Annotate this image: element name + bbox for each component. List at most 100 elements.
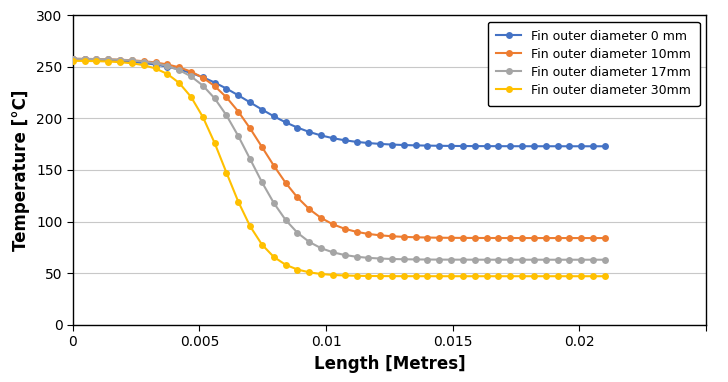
Fin outer diameter 30mm	[293, 267, 302, 272]
Fin outer diameter 17mm	[577, 257, 585, 262]
Fin outer diameter 10mm	[364, 231, 373, 236]
Fin outer diameter 10mm	[222, 95, 231, 100]
Fin outer diameter 10mm	[163, 62, 172, 67]
Fin outer diameter 17mm	[518, 257, 526, 262]
Fin outer diameter 17mm	[364, 256, 373, 260]
Fin outer diameter 10mm	[589, 236, 598, 240]
Fin outer diameter 0 mm	[459, 144, 467, 148]
Fin outer diameter 0 mm	[269, 114, 278, 118]
Fin outer diameter 0 mm	[553, 144, 562, 149]
Fin outer diameter 0 mm	[506, 144, 515, 149]
Fin outer diameter 17mm	[423, 257, 432, 262]
Fin outer diameter 10mm	[542, 236, 550, 240]
Fin outer diameter 30mm	[127, 61, 136, 66]
Fin outer diameter 0 mm	[246, 100, 255, 105]
Legend: Fin outer diameter 0 mm, Fin outer diameter 10mm, Fin outer diameter 17mm, Fin o: Fin outer diameter 0 mm, Fin outer diame…	[488, 21, 700, 106]
Fin outer diameter 30mm	[341, 273, 349, 278]
Fin outer diameter 17mm	[447, 257, 456, 262]
Fin outer diameter 0 mm	[565, 144, 574, 149]
Fin outer diameter 30mm	[423, 274, 432, 278]
Fin outer diameter 30mm	[482, 274, 491, 278]
Fin outer diameter 30mm	[139, 63, 148, 68]
Fin outer diameter 0 mm	[151, 62, 160, 67]
Fin outer diameter 17mm	[542, 257, 550, 262]
Fin outer diameter 0 mm	[577, 144, 585, 149]
Fin outer diameter 0 mm	[139, 61, 148, 65]
Fin outer diameter 30mm	[447, 274, 456, 278]
Fin outer diameter 0 mm	[116, 59, 124, 63]
Fin outer diameter 17mm	[529, 257, 538, 262]
Fin outer diameter 30mm	[577, 274, 585, 278]
Fin outer diameter 10mm	[317, 216, 325, 220]
Fin outer diameter 17mm	[222, 113, 231, 118]
Fin outer diameter 30mm	[352, 274, 361, 278]
Fin outer diameter 10mm	[565, 236, 574, 240]
Fin outer diameter 0 mm	[376, 142, 384, 146]
Fin outer diameter 30mm	[364, 274, 373, 278]
Fin outer diameter 0 mm	[234, 93, 242, 98]
Fin outer diameter 30mm	[376, 274, 384, 278]
Fin outer diameter 30mm	[328, 273, 337, 277]
Fin outer diameter 30mm	[199, 115, 207, 119]
Fin outer diameter 10mm	[601, 236, 609, 240]
Fin outer diameter 30mm	[470, 274, 479, 278]
Fin outer diameter 0 mm	[589, 144, 598, 149]
Fin outer diameter 10mm	[506, 236, 515, 240]
Fin outer diameter 0 mm	[494, 144, 503, 149]
Fin outer diameter 30mm	[80, 59, 89, 63]
Fin outer diameter 0 mm	[529, 144, 538, 149]
Fin outer diameter 10mm	[281, 181, 290, 185]
Fin outer diameter 0 mm	[305, 129, 314, 134]
Fin outer diameter 17mm	[411, 257, 420, 262]
Fin outer diameter 10mm	[400, 235, 408, 239]
Fin outer diameter 17mm	[328, 250, 337, 255]
Fin outer diameter 0 mm	[199, 75, 207, 79]
Fin outer diameter 17mm	[482, 257, 491, 262]
Fin outer diameter 17mm	[317, 246, 325, 251]
Fin outer diameter 10mm	[80, 57, 89, 61]
Fin outer diameter 0 mm	[281, 120, 290, 125]
Fin outer diameter 17mm	[92, 57, 100, 62]
Fin outer diameter 17mm	[376, 256, 384, 261]
Fin outer diameter 30mm	[222, 170, 231, 175]
Fin outer diameter 30mm	[518, 274, 526, 278]
Fin outer diameter 17mm	[506, 257, 515, 262]
Fin outer diameter 0 mm	[293, 125, 302, 130]
Fin outer diameter 0 mm	[542, 144, 550, 149]
Fin outer diameter 17mm	[269, 201, 278, 205]
Fin outer diameter 17mm	[186, 74, 195, 79]
Fin outer diameter 17mm	[139, 59, 148, 64]
Fin outer diameter 30mm	[601, 274, 609, 278]
X-axis label: Length [Metres]: Length [Metres]	[314, 354, 465, 373]
Fin outer diameter 0 mm	[470, 144, 479, 148]
Fin outer diameter 17mm	[387, 257, 396, 261]
Fin outer diameter 0 mm	[104, 58, 113, 63]
Fin outer diameter 30mm	[411, 274, 420, 278]
Fin outer diameter 30mm	[116, 60, 124, 65]
Fin outer diameter 10mm	[447, 236, 456, 240]
Fin outer diameter 10mm	[269, 163, 278, 168]
Fin outer diameter 17mm	[116, 57, 124, 62]
Fin outer diameter 10mm	[553, 236, 562, 240]
Line: Fin outer diameter 0 mm: Fin outer diameter 0 mm	[69, 56, 609, 150]
Fin outer diameter 10mm	[494, 236, 503, 240]
Fin outer diameter 10mm	[529, 236, 538, 240]
Fin outer diameter 0 mm	[175, 67, 183, 72]
Fin outer diameter 30mm	[317, 272, 325, 276]
Fin outer diameter 10mm	[482, 236, 491, 240]
Fin outer diameter 0 mm	[341, 138, 349, 142]
Fin outer diameter 17mm	[400, 257, 408, 262]
Fin outer diameter 30mm	[459, 274, 467, 278]
Fin outer diameter 10mm	[151, 60, 160, 65]
Fin outer diameter 17mm	[68, 57, 77, 61]
Fin outer diameter 17mm	[246, 157, 255, 162]
Fin outer diameter 30mm	[104, 59, 113, 64]
Fin outer diameter 17mm	[459, 257, 467, 262]
Fin outer diameter 17mm	[210, 96, 219, 101]
Fin outer diameter 17mm	[199, 83, 207, 88]
Fin outer diameter 30mm	[387, 274, 396, 278]
Fin outer diameter 0 mm	[210, 80, 219, 85]
Fin outer diameter 0 mm	[317, 133, 325, 138]
Fin outer diameter 0 mm	[68, 57, 77, 62]
Fin outer diameter 0 mm	[482, 144, 491, 149]
